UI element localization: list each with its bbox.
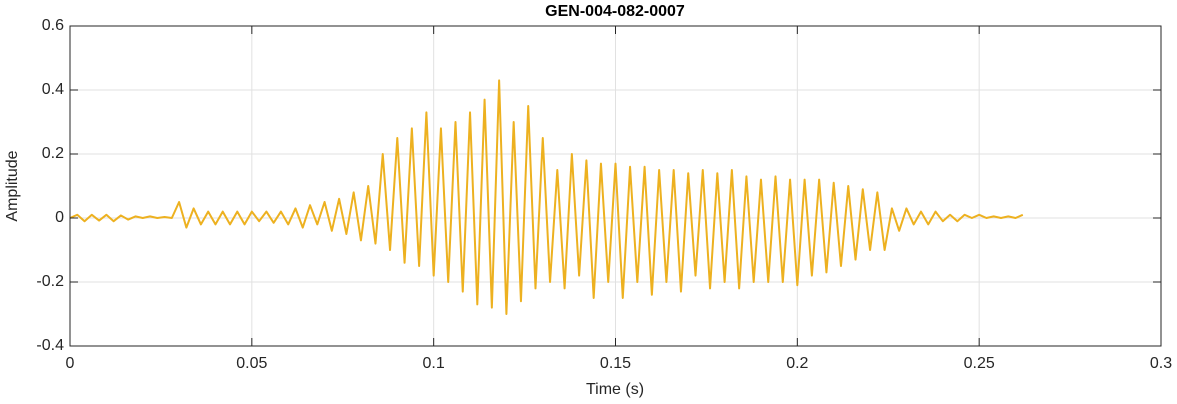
x-tick-label: 0.2: [786, 355, 808, 372]
y-tick-label: 0.6: [42, 17, 64, 34]
y-tick-label: 0.2: [42, 145, 64, 162]
y-tick-label: 0: [55, 209, 64, 226]
x-tick-label: 0.25: [964, 355, 995, 372]
x-tick-label: 0.1: [423, 355, 445, 372]
x-tick-label: 0.05: [236, 355, 267, 372]
chart-title: GEN-004-082-0007: [545, 3, 685, 20]
x-tick-label: 0.15: [600, 355, 631, 372]
x-axis-label: Time (s): [586, 381, 644, 398]
x-tick-label: 0: [66, 355, 75, 372]
waveform-line: [69, 79, 1024, 315]
y-tick-label: -0.2: [36, 273, 64, 290]
y-tick-label: -0.4: [36, 337, 64, 354]
y-axis-label: Amplitude: [4, 150, 21, 221]
x-tick-label: 0.3: [1150, 355, 1172, 372]
y-tick-label: 0.4: [42, 81, 64, 98]
